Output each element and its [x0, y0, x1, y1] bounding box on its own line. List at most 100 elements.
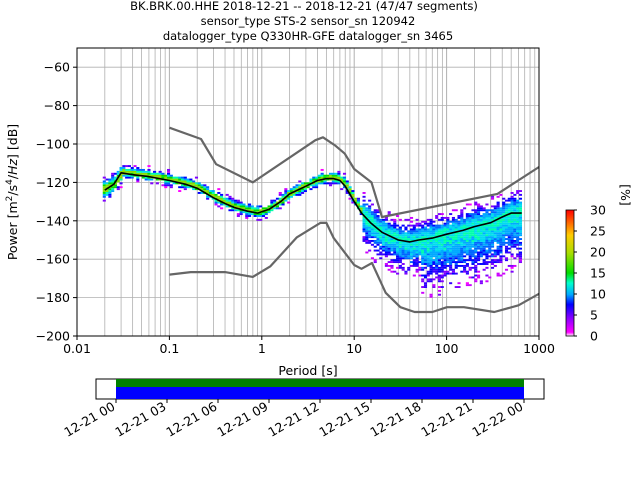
histogram-cell	[479, 209, 483, 212]
histogram-cell	[496, 232, 500, 235]
histogram-cell	[245, 216, 249, 219]
histogram-cell	[443, 216, 447, 219]
histogram-cell	[457, 226, 461, 229]
histogram-cell	[468, 232, 472, 235]
histogram-cell	[443, 249, 447, 252]
histogram-cell	[387, 232, 391, 235]
histogram-cell	[301, 190, 305, 192]
histogram-cell	[421, 236, 425, 239]
histogram-cell	[320, 176, 324, 179]
histogram-cell	[384, 264, 388, 267]
histogram-cell	[116, 180, 120, 183]
histogram-cell	[247, 215, 252, 217]
histogram-cell	[451, 230, 455, 233]
colorbar-tick-label: 20	[590, 245, 606, 260]
histogram-cell	[259, 205, 263, 208]
histogram-cell	[370, 203, 374, 206]
histogram-cell	[446, 234, 450, 237]
histogram-cell	[460, 228, 464, 231]
histogram-cell	[423, 230, 428, 233]
histogram-cell	[490, 216, 495, 219]
histogram-cell	[412, 261, 416, 264]
histogram-cell	[468, 240, 472, 242]
histogram-cell	[284, 197, 288, 200]
histogram-cell	[376, 226, 380, 229]
histogram-cell	[398, 230, 402, 233]
histogram-cell	[488, 228, 492, 231]
histogram-cell	[225, 197, 229, 200]
histogram-cell	[404, 236, 408, 239]
histogram-cell	[418, 274, 422, 277]
histogram-cell	[401, 247, 405, 250]
histogram-cell	[504, 241, 509, 244]
histogram-cell	[105, 192, 109, 194]
histogram-cell	[482, 220, 486, 223]
histogram-cell	[393, 222, 397, 225]
histogram-cell	[362, 238, 366, 240]
histogram-cell	[485, 257, 489, 260]
histogram-cell	[390, 218, 394, 221]
histogram-cell	[516, 236, 520, 239]
histogram-cell	[437, 213, 442, 216]
histogram-cell	[471, 251, 475, 254]
histogram-cell	[421, 226, 425, 229]
histogram-cell	[172, 176, 176, 179]
histogram-cell	[518, 253, 523, 256]
histogram-cell	[454, 241, 458, 244]
histogram-cell	[426, 243, 430, 246]
histogram-cell	[183, 180, 187, 183]
histogram-cell	[518, 255, 523, 258]
histogram-cell	[468, 236, 472, 239]
histogram-cell	[502, 218, 506, 221]
histogram-cell	[382, 241, 386, 244]
histogram-cell	[496, 203, 500, 206]
histogram-cell	[454, 209, 458, 212]
histogram-cell	[426, 263, 430, 265]
histogram-cell	[370, 220, 374, 223]
histogram-cell	[465, 253, 469, 256]
histogram-cell	[401, 253, 405, 256]
histogram-cell	[493, 228, 497, 231]
histogram-cell	[362, 203, 366, 206]
histogram-cell	[429, 247, 433, 250]
histogram-cell	[457, 245, 461, 248]
histogram-cell	[384, 247, 388, 250]
histogram-cell	[449, 268, 453, 271]
histogram-cell	[236, 203, 240, 206]
histogram-cell	[440, 238, 444, 240]
histogram-cell	[113, 184, 118, 187]
histogram-cell	[298, 190, 302, 192]
histogram-cell	[393, 249, 397, 252]
histogram-cell	[396, 230, 400, 233]
histogram-cell	[418, 232, 422, 235]
y-tick-label: −140	[36, 213, 70, 228]
histogram-cell	[454, 240, 458, 242]
histogram-cell	[359, 213, 363, 216]
histogram-cell	[401, 232, 405, 235]
histogram-cell	[504, 232, 509, 235]
histogram-cell	[477, 241, 481, 244]
histogram-cell	[102, 188, 106, 191]
histogram-cell	[270, 203, 274, 206]
histogram-cell	[474, 232, 478, 235]
histogram-cell	[429, 234, 433, 237]
histogram-cell	[387, 224, 391, 227]
histogram-cell	[407, 230, 411, 233]
histogram-cell	[463, 245, 467, 248]
histogram-cell	[267, 207, 271, 210]
histogram-cell	[504, 213, 509, 216]
histogram-cell	[502, 213, 506, 216]
histogram-cell	[485, 215, 489, 217]
histogram-cell	[412, 226, 416, 229]
histogram-cell	[516, 224, 520, 227]
histogram-cell	[465, 234, 469, 237]
histogram-cell	[513, 216, 517, 219]
histogram-cell	[471, 249, 475, 252]
histogram-cell	[421, 234, 425, 237]
histogram-cell	[499, 224, 503, 227]
histogram-cell	[429, 241, 433, 244]
histogram-cell	[474, 211, 478, 214]
histogram-cell	[365, 240, 369, 242]
histogram-cell	[166, 168, 171, 171]
histogram-cell	[443, 253, 447, 256]
